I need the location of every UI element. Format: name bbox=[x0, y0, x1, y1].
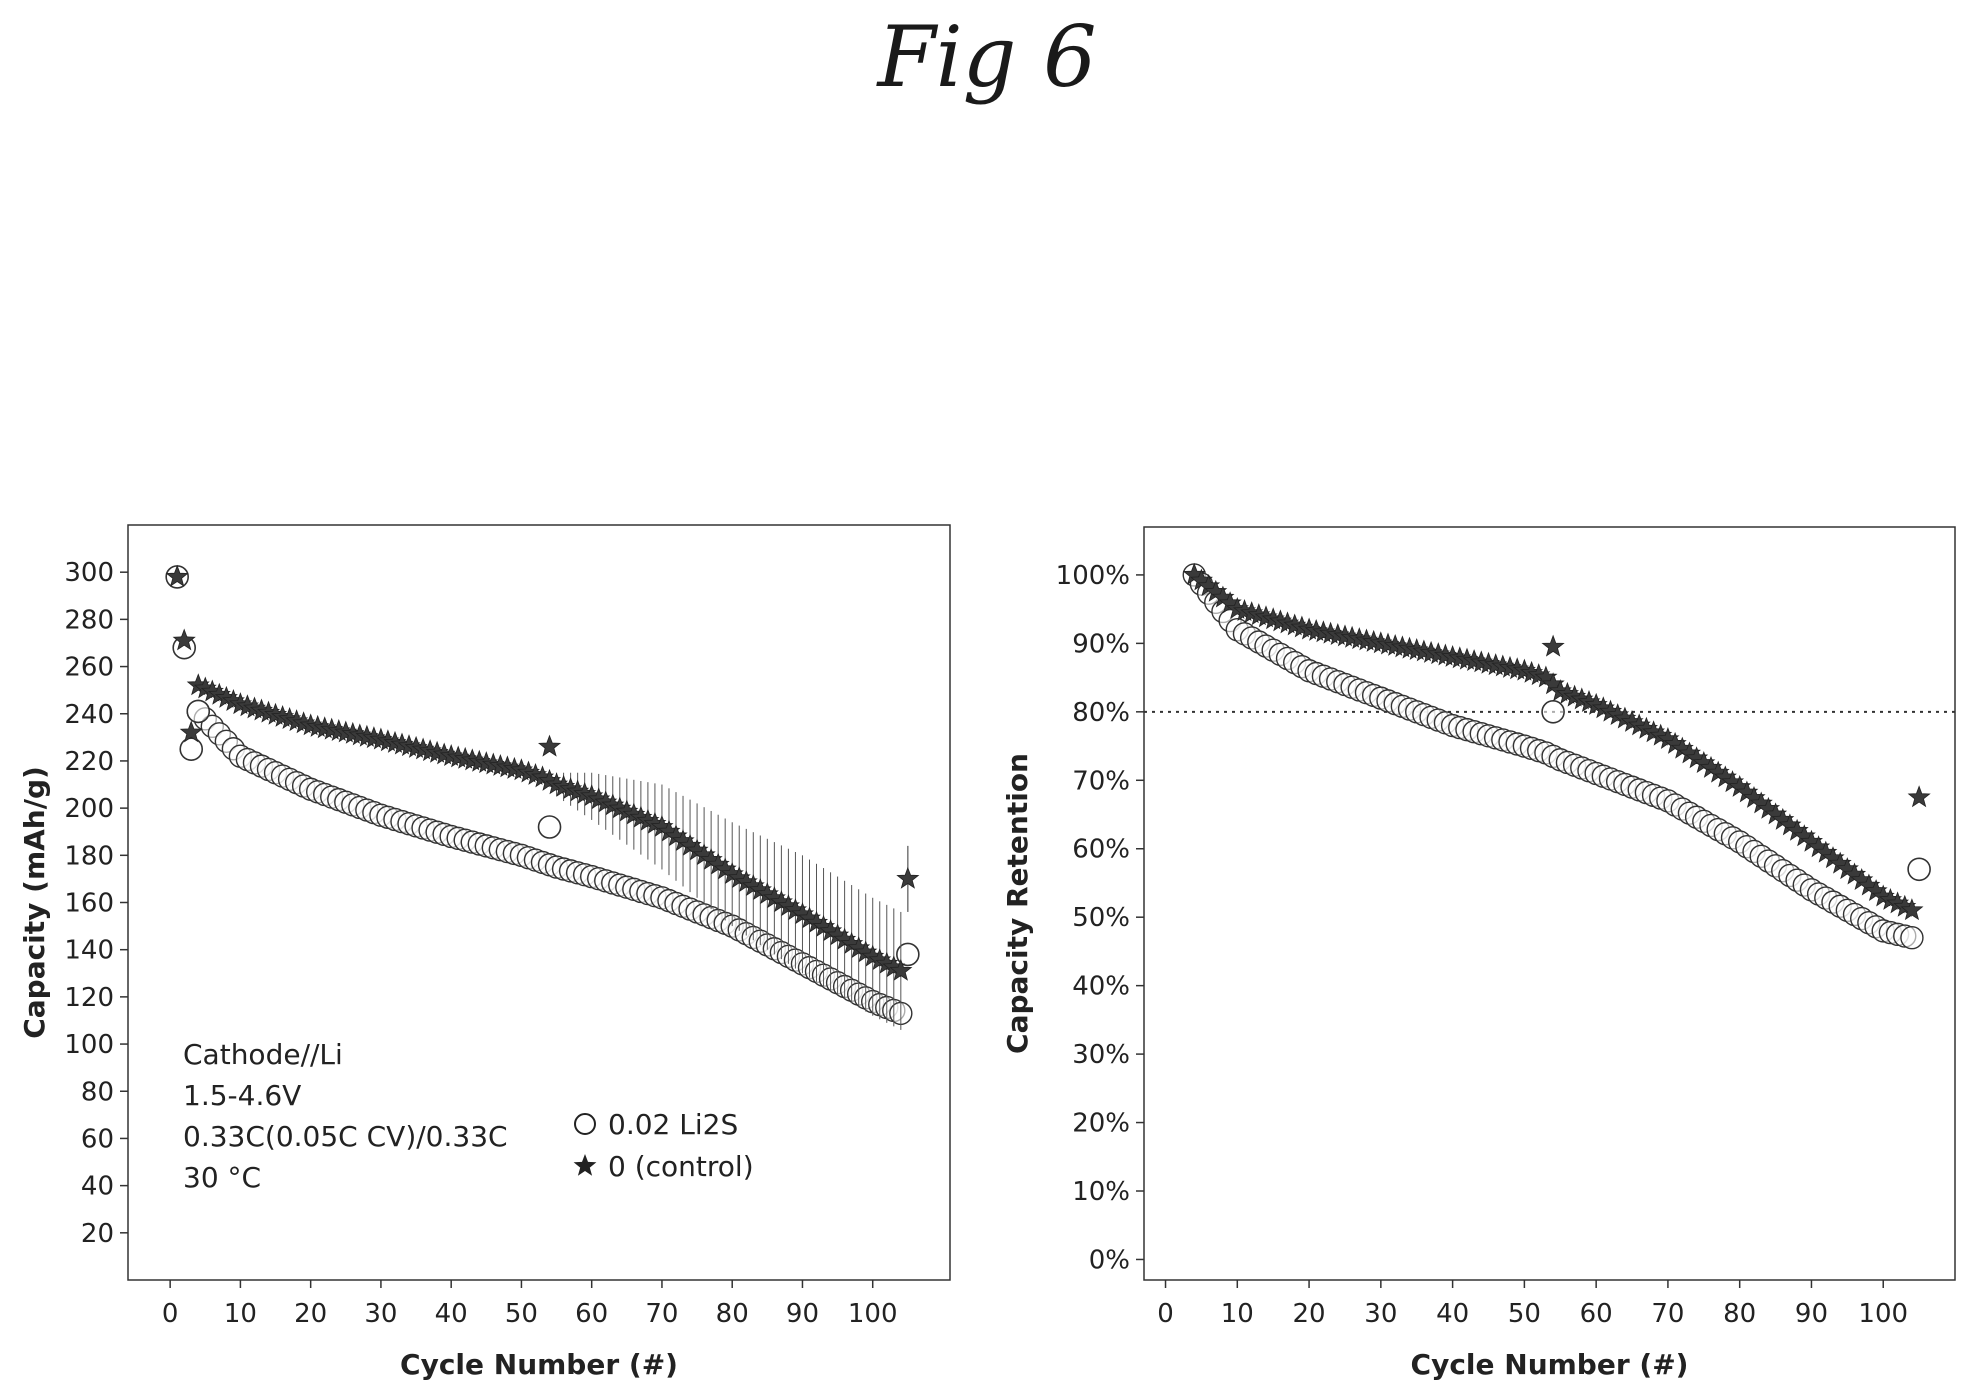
x-tick-label: 40 bbox=[435, 1299, 468, 1329]
circle-point bbox=[1900, 926, 1924, 950]
x-tick-label: 10 bbox=[224, 1299, 257, 1329]
y-tick-label: 90% bbox=[1072, 629, 1130, 659]
x-tick-label: 70 bbox=[1651, 1299, 1684, 1329]
y-tick-label: 300 bbox=[64, 558, 114, 588]
circle-point bbox=[1541, 700, 1565, 724]
legend-label: 0 (control) bbox=[608, 1150, 754, 1183]
y-tick-label: 260 bbox=[64, 653, 114, 683]
capacity-chart: 0 10 20 30 40 50 60 70 80 90 100 20 40 60 80 100 120 140 1… bbox=[18, 524, 951, 1381]
y-tick-label: 60% bbox=[1072, 835, 1130, 865]
y-tick-label: 240 bbox=[64, 700, 114, 730]
annotation-line: 0.33C(0.05C CV)/0.33C bbox=[183, 1120, 508, 1153]
circle-point bbox=[1907, 857, 1931, 882]
y-axis-label: Capacity Retention bbox=[1001, 753, 1034, 1054]
legend-circle-icon bbox=[574, 1113, 596, 1135]
x-tick-label: 100 bbox=[1858, 1299, 1908, 1329]
x-tick-label: 30 bbox=[1364, 1299, 1397, 1329]
circle-point bbox=[179, 737, 204, 761]
x-tick-label: 90 bbox=[1795, 1299, 1828, 1329]
retention-chart: 0 10 20 30 40 50 60 70 80 90 100 0% 10% 20% 30% 40% 50% 6… bbox=[1001, 526, 1956, 1381]
y-tick-label: 200 bbox=[64, 794, 114, 824]
circle-point bbox=[186, 699, 211, 724]
y-tick-label: 20% bbox=[1072, 1109, 1130, 1139]
x-tick-label: 50 bbox=[1508, 1299, 1541, 1329]
y-tick-label: 100% bbox=[1056, 561, 1130, 591]
star-point bbox=[538, 734, 562, 757]
y-tick-label: 220 bbox=[64, 747, 114, 777]
star-point bbox=[172, 628, 196, 651]
y-tick-label: 60 bbox=[81, 1124, 114, 1154]
figure-title: Fig 6 bbox=[877, 8, 1097, 106]
y-axis-label: Capacity (mAh/g) bbox=[18, 766, 51, 1039]
x-axis-label: Cycle Number (#) bbox=[1411, 1348, 1689, 1381]
x-tick-label: 70 bbox=[645, 1299, 678, 1329]
x-tick-label: 0 bbox=[162, 1299, 179, 1329]
x-tick-label: 100 bbox=[848, 1299, 898, 1329]
y-tick-label: 50% bbox=[1072, 903, 1130, 933]
x-tick-label: 50 bbox=[505, 1299, 538, 1329]
x-tick-label: 90 bbox=[786, 1299, 819, 1329]
y-tick-label: 140 bbox=[64, 936, 114, 966]
annotation-line: 1.5-4.6V bbox=[183, 1079, 301, 1112]
circle-point bbox=[537, 815, 562, 839]
y-tick-label: 80% bbox=[1072, 698, 1130, 728]
y-tick-label: 160 bbox=[64, 889, 114, 919]
y-tick-label: 280 bbox=[64, 605, 114, 635]
legend-label: 0.02 Li2S bbox=[608, 1108, 738, 1141]
x-tick-label: 0 bbox=[1157, 1299, 1174, 1329]
star-point bbox=[165, 564, 189, 587]
star-point bbox=[179, 720, 203, 743]
x-tick-label: 20 bbox=[294, 1299, 327, 1329]
annotation-line: 30 °C bbox=[183, 1161, 261, 1194]
y-tick-label: 80 bbox=[81, 1077, 114, 1107]
x-tick-label: 20 bbox=[1293, 1299, 1326, 1329]
y-tick-label: 20 bbox=[81, 1219, 114, 1249]
annotation-line: Cathode//Li bbox=[183, 1038, 343, 1071]
y-tick-label: 180 bbox=[64, 841, 114, 871]
x-tick-label: 10 bbox=[1221, 1299, 1254, 1329]
y-tick-label: 100 bbox=[64, 1030, 114, 1060]
x-tick-label: 60 bbox=[1580, 1299, 1613, 1329]
x-tick-label: 80 bbox=[716, 1299, 749, 1329]
star-point bbox=[1541, 634, 1565, 657]
star-point bbox=[1907, 785, 1931, 808]
y-tick-label: 40% bbox=[1072, 972, 1130, 1002]
y-tick-label: 70% bbox=[1072, 766, 1130, 796]
x-tick-label: 80 bbox=[1723, 1299, 1756, 1329]
plot-frame bbox=[1143, 526, 1956, 1281]
y-tick-label: 30% bbox=[1072, 1040, 1130, 1070]
star-point bbox=[889, 958, 913, 981]
x-axis-label: Cycle Number (#) bbox=[400, 1348, 678, 1381]
y-tick-label: 40 bbox=[81, 1172, 114, 1202]
x-tick-label: 30 bbox=[364, 1299, 397, 1329]
legend-star-icon bbox=[573, 1154, 597, 1176]
y-tick-label: 10% bbox=[1072, 1177, 1130, 1207]
y-tick-label: 0% bbox=[1089, 1245, 1130, 1275]
x-tick-label: 60 bbox=[575, 1299, 608, 1329]
star-point bbox=[896, 866, 920, 889]
x-tick-label: 40 bbox=[1436, 1299, 1469, 1329]
circle-point bbox=[896, 942, 920, 967]
star-point bbox=[1900, 898, 1924, 921]
y-tick-label: 120 bbox=[64, 983, 114, 1013]
